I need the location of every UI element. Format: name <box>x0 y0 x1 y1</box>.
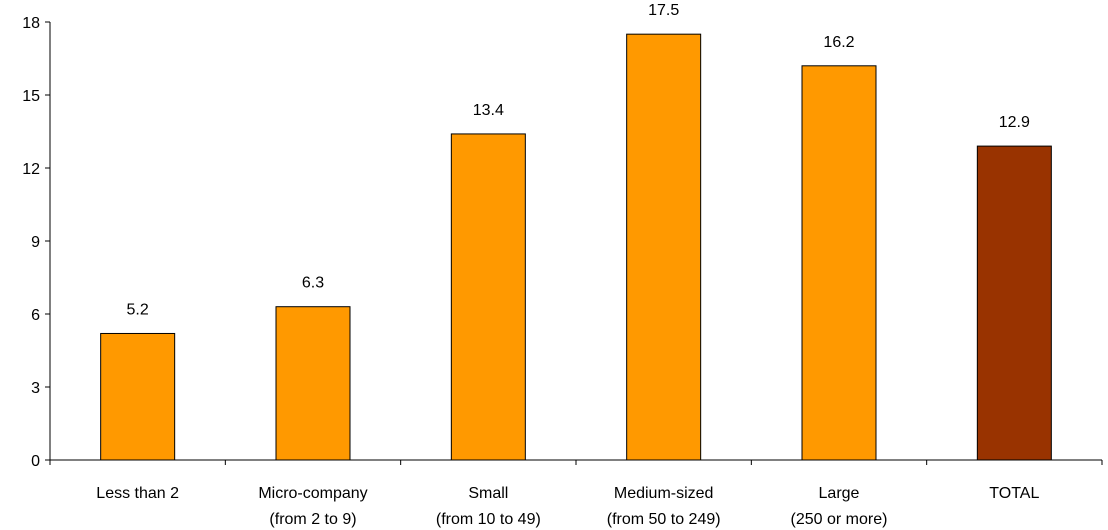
labels: 5.2 Less than 2 6.3 Micro-company (from 2 to… <box>96 2 1039 528</box>
y-tick-label: 0 <box>31 453 40 470</box>
data-label: 13.4 <box>473 102 504 119</box>
y-tick-label: 18 <box>22 15 40 32</box>
y-tick-label: 12 <box>22 161 40 178</box>
bar <box>275 306 351 461</box>
data-label: 17.5 <box>648 2 679 19</box>
bar <box>100 332 176 461</box>
data-label: 16.2 <box>823 34 854 51</box>
bar <box>976 145 1052 461</box>
axes: 0 3 6 9 12 15 18 <box>22 15 1103 470</box>
x-category-label: (250 or more) <box>791 511 888 528</box>
x-category-label: Small <box>468 485 508 502</box>
x-category-label: Less than 2 <box>96 485 179 502</box>
data-label: 6.3 <box>302 275 324 292</box>
bars <box>100 33 1052 461</box>
x-category-label: (from 50 to 249) <box>607 511 721 528</box>
y-tick-label: 9 <box>31 234 40 251</box>
x-category-label: TOTAL <box>989 485 1039 502</box>
y-tick-label: 3 <box>31 380 40 397</box>
x-category-label: Medium-sized <box>614 485 714 502</box>
bar <box>801 65 877 461</box>
x-category-label: (from 2 to 9) <box>269 511 356 528</box>
data-label: 12.9 <box>999 114 1030 131</box>
bar <box>626 33 702 461</box>
x-category-label: (from 10 to 49) <box>436 511 541 528</box>
x-category-label: Micro-company <box>258 485 367 502</box>
y-tick-label: 15 <box>22 88 40 105</box>
y-tick-label: 6 <box>31 307 40 324</box>
x-category-label: Large <box>819 485 860 502</box>
data-label: 5.2 <box>127 301 149 318</box>
bar <box>450 133 526 461</box>
